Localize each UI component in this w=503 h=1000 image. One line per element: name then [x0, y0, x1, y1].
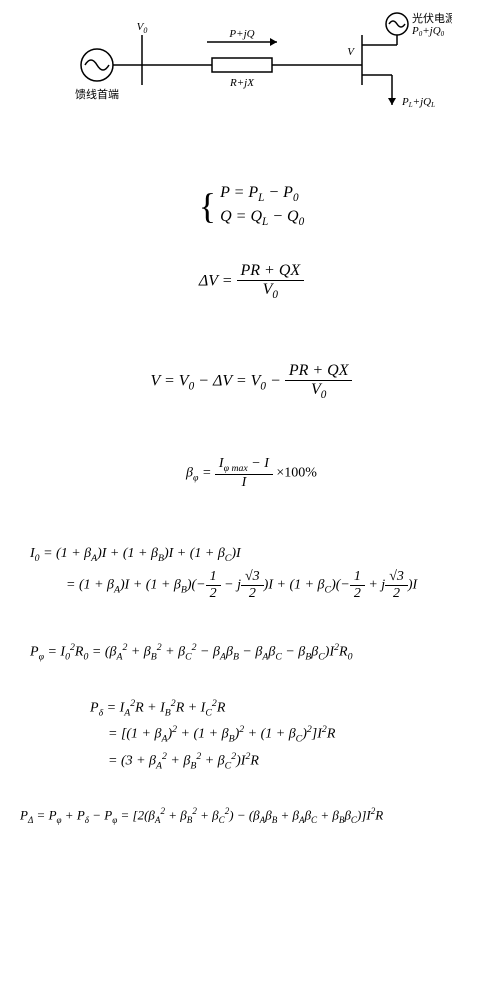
power-flow-label: P+jQ: [228, 28, 254, 40]
v-label: V: [347, 46, 355, 58]
pv-label: 光伏电源: [412, 11, 452, 25]
eq-p-delta: Pδ = IA2R + IB2R + IC2R = [(1 + βA)2 + (…: [10, 698, 493, 771]
eq-deltav: ΔV = PR + QXV0: [10, 262, 493, 301]
feeder-label: 馈线首端: [75, 87, 119, 101]
plql-label: PL+jQL: [401, 96, 435, 109]
circuit-svg: 馈线首端 V0 R+jX P+jQ V 光伏电源 P0+jQ0 PL+jQL: [52, 10, 452, 130]
v0-label: V0: [136, 21, 147, 35]
impedance-label: R+jX: [229, 77, 255, 89]
eq-p-Delta: PΔ = Pφ + Pδ − Pφ = [2(βA2 + βB2 + βC2) …: [10, 806, 493, 825]
eq-p-phi: Pφ = I02R0 = (βA2 + βB2 + βC2 − βAβB − β…: [10, 642, 493, 662]
eq-i0: I0 = (1 + βA)I + (1 + βB)I + (1 + βC)I =…: [10, 546, 493, 603]
eq-beta-phi: βφ = Iφ max − II ×100%: [10, 456, 493, 491]
eq-pq-system: { P = PL − P0 Q = QL − Q0: [10, 180, 493, 232]
eq-v: V = V0 − ΔV = V0 − PR + QXV0: [10, 362, 493, 401]
p0q0-label: P0+jQ0: [411, 25, 445, 38]
circuit-diagram: 馈线首端 V0 R+jX P+jQ V 光伏电源 P0+jQ0 PL+jQL: [52, 10, 452, 130]
